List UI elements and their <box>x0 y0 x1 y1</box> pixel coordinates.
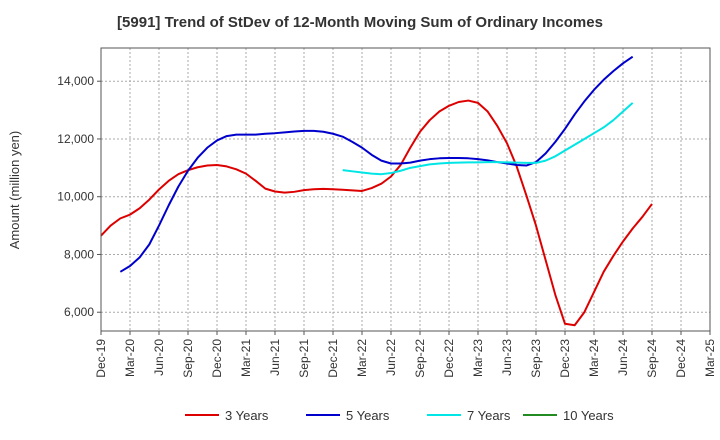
series-layer <box>100 55 653 327</box>
x-tick-label: Jun-21 <box>268 339 282 376</box>
legend: 3 Years 5 Years 7 Years 10 Years <box>185 408 614 423</box>
x-tick-label: Sep-20 <box>181 339 195 378</box>
y-tick-label: 12,000 <box>57 132 94 146</box>
legend-label-5-years: 5 Years <box>346 408 390 423</box>
plot-area-background <box>101 48 710 331</box>
x-tick-label: Jun-22 <box>384 339 398 376</box>
x-tick-label: Mar-21 <box>239 339 253 377</box>
x-tick-label: Sep-21 <box>297 339 311 378</box>
x-tick-label: Jun-23 <box>500 339 514 376</box>
legend-label-7-years: 7 Years <box>467 408 511 423</box>
x-tick-label: Jun-24 <box>616 339 630 376</box>
y-tick-labels: 6,000 8,000 10,000 12,000 14,000 <box>57 74 101 319</box>
x-tick-label: Mar-24 <box>587 339 601 377</box>
x-tick-label: Sep-22 <box>413 339 427 378</box>
plot-area-border <box>100 47 711 332</box>
y-tick-label: 8,000 <box>64 247 94 261</box>
x-tick-label: Dec-21 <box>326 339 340 378</box>
y-axis-label: Amount (million yen) <box>7 131 22 250</box>
x-tick-label: Dec-22 <box>442 339 456 378</box>
x-tick-label: Mar-23 <box>471 339 485 377</box>
series-line-7-years <box>342 102 634 176</box>
x-tick-label: Mar-22 <box>355 339 369 377</box>
x-tick-label: Dec-24 <box>674 339 688 378</box>
x-tick-label: Dec-23 <box>558 339 572 378</box>
x-tick-label: Jun-20 <box>152 339 166 376</box>
x-tick-label: Sep-24 <box>645 339 659 378</box>
x-tick-label: Dec-20 <box>210 339 224 378</box>
y-tick-label: 6,000 <box>64 305 94 319</box>
chart-title: [5991] Trend of StDev of 12-Month Moving… <box>117 14 603 31</box>
x-tick-label: Mar-25 <box>703 339 717 377</box>
legend-label-3-years: 3 Years <box>225 408 269 423</box>
series-line-3-years <box>100 99 653 327</box>
y-tick-label: 10,000 <box>57 190 94 204</box>
y-tick-label: 14,000 <box>57 74 94 88</box>
x-tick-label: Dec-19 <box>94 339 108 378</box>
x-tick-label: Mar-20 <box>123 339 137 377</box>
x-tick-label: Sep-23 <box>529 339 543 378</box>
series-line-5-years <box>119 55 634 273</box>
legend-label-10-years: 10 Years <box>563 408 614 423</box>
x-tick-labels: Dec-19 Mar-20 Jun-20 Sep-20 Dec-20 Mar-21 Jun-… <box>94 331 717 378</box>
